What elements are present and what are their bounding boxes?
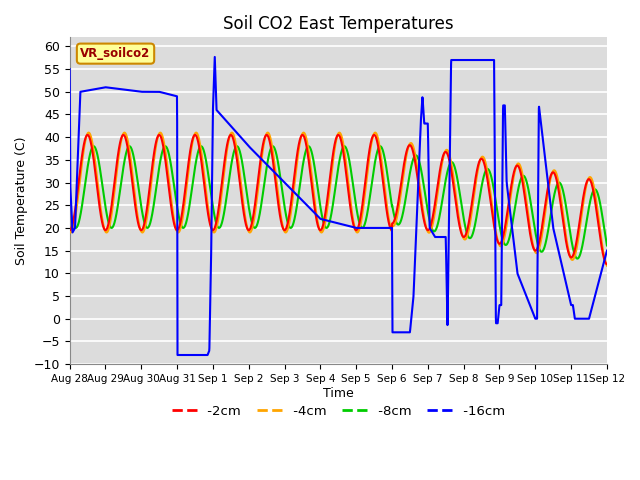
Text: VR_soilco2: VR_soilco2 bbox=[81, 47, 150, 60]
X-axis label: Time: Time bbox=[323, 386, 354, 399]
Legend:  -2cm,  -4cm,  -8cm,  -16cm: -2cm, -4cm, -8cm, -16cm bbox=[166, 399, 510, 423]
Title: Soil CO2 East Temperatures: Soil CO2 East Temperatures bbox=[223, 15, 454, 33]
Y-axis label: Soil Temperature (C): Soil Temperature (C) bbox=[15, 136, 28, 265]
